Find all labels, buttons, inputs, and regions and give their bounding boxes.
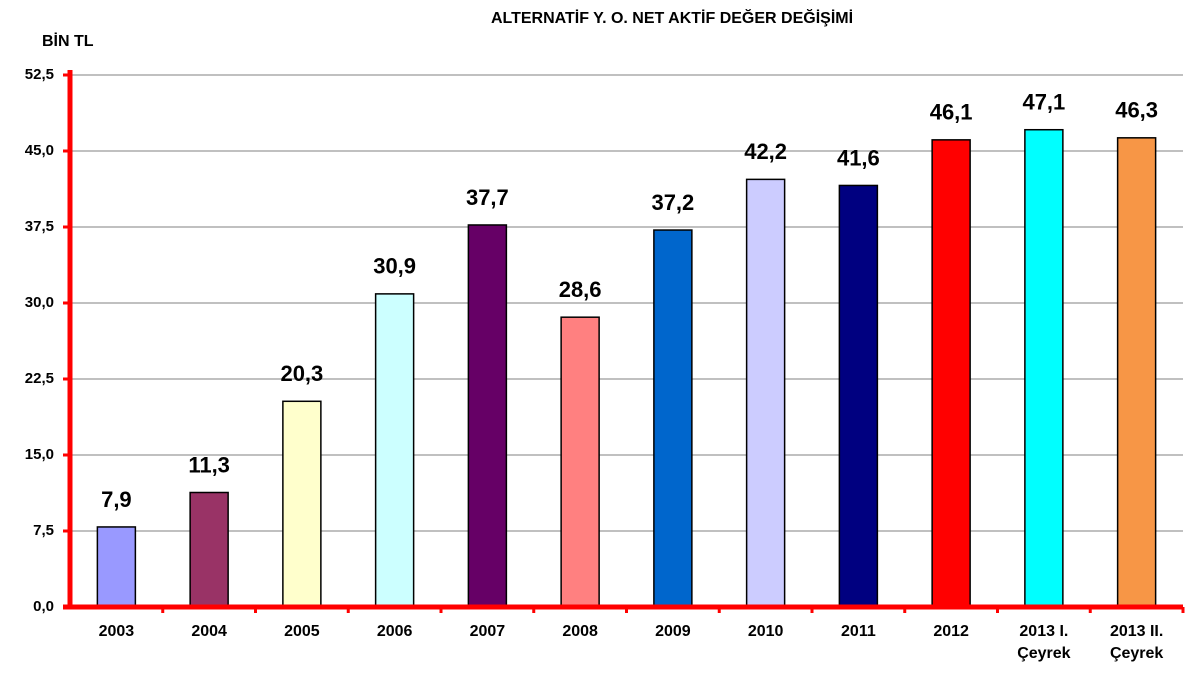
data-label: 46,1 xyxy=(930,100,973,125)
x-tick-label: 2003 xyxy=(98,623,135,640)
y-tick-label: 52,5 xyxy=(25,66,54,83)
x-tick-label: 2012 xyxy=(933,623,969,640)
bar xyxy=(282,400,322,608)
data-label: 37,7 xyxy=(466,185,509,210)
x-tick-label: 2011 xyxy=(841,623,876,640)
x-tick-label: 2013 I. Çeyrek xyxy=(1017,623,1071,662)
x-tick-label: 2013 II. Çeyrek xyxy=(1109,623,1164,662)
data-label: 41,6 xyxy=(837,145,880,170)
bar xyxy=(96,526,137,608)
x-tick-label: 2008 xyxy=(562,623,598,640)
x-tick-label: 2009 xyxy=(655,623,691,640)
data-label: 46,3 xyxy=(1115,98,1158,123)
data-label: 7,9 xyxy=(101,487,132,512)
chart-title: ALTERNATİF Y. O. NET AKTİF DEĞER DEĞİŞİM… xyxy=(491,8,853,27)
y-tick-label: 22,5 xyxy=(25,370,54,387)
bar xyxy=(189,491,229,608)
data-label: 30,9 xyxy=(373,254,416,279)
y-axis-label: BİN TL xyxy=(42,32,94,50)
bar xyxy=(1116,137,1157,608)
bar xyxy=(1024,128,1064,608)
data-label: 20,3 xyxy=(280,361,323,386)
x-tick-label: 2007 xyxy=(469,623,506,640)
y-tick-label: 7,5 xyxy=(33,522,54,539)
x-tick-label: 2010 xyxy=(747,623,784,640)
x-tick-label: 2005 xyxy=(284,623,320,640)
data-label: 11,3 xyxy=(188,452,230,477)
data-label: 37,2 xyxy=(651,190,694,215)
data-label: 28,6 xyxy=(559,277,602,302)
bar xyxy=(374,293,415,608)
x-tick-label: 2006 xyxy=(376,623,413,640)
bar xyxy=(560,316,600,608)
data-label: 42,2 xyxy=(744,139,787,164)
bar xyxy=(745,178,786,608)
y-tick-label: 45,0 xyxy=(25,142,54,159)
bar xyxy=(838,184,879,608)
y-tick-label: 37,5 xyxy=(25,218,54,235)
y-tick-label: 30,0 xyxy=(25,294,54,311)
x-tick-label: 2004 xyxy=(191,623,227,640)
data-label: 47,1 xyxy=(1022,90,1065,115)
y-tick-label: 15,0 xyxy=(25,446,54,463)
bar xyxy=(467,224,508,608)
bar xyxy=(653,229,693,608)
y-tick-label: 0,0 xyxy=(33,598,54,615)
bar xyxy=(931,139,971,608)
